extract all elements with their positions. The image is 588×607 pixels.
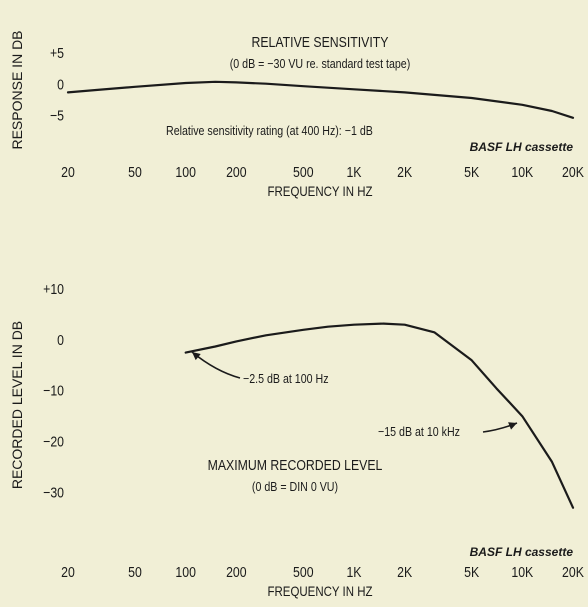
- annotation-arrowhead: [192, 352, 201, 361]
- y-tick-label: 0: [57, 76, 64, 92]
- y-tick-label: +10: [43, 281, 64, 297]
- x-tick-label: 10K: [511, 164, 533, 180]
- y-tick-label: +5: [50, 45, 64, 61]
- x-tick-label: 2K: [397, 164, 412, 180]
- y-tick-label: −5: [50, 107, 64, 123]
- chart-subtitle: (0 dB = −30 VU re. standard test tape): [230, 56, 411, 71]
- x-axis-label: FREQUENCY IN HZ: [268, 183, 373, 199]
- x-tick-label: 50: [128, 564, 142, 580]
- chart-title: MAXIMUM RECORDED LEVEL: [208, 457, 383, 473]
- y-tick-label: −20: [43, 433, 64, 449]
- x-tick-label: 20K: [562, 164, 584, 180]
- x-tick-label: 5K: [464, 164, 479, 180]
- y-tick-label: −10: [43, 383, 64, 399]
- chart-annotation: Relative sensitivity rating (at 400 Hz):…: [166, 123, 373, 138]
- x-tick-label: 100: [175, 564, 196, 580]
- series-line-1: [184, 322, 575, 509]
- x-tick-label: 10K: [511, 564, 533, 580]
- source-label: BASF LH cassette: [470, 140, 574, 154]
- y-axis-label: RECORDED LEVEL IN DB: [9, 321, 25, 489]
- x-tick-label: 20: [61, 564, 75, 580]
- chart-title: RELATIVE SENSITIVITY: [251, 34, 388, 50]
- x-tick-label: 1K: [346, 164, 361, 180]
- x-tick-label: 100: [175, 164, 196, 180]
- series-line-1: [66, 80, 575, 119]
- x-tick-label: 5K: [464, 564, 479, 580]
- annotation-arrowhead: [508, 422, 517, 430]
- x-tick-label: 50: [128, 164, 142, 180]
- x-tick-label: 1K: [346, 564, 361, 580]
- annotation-arrow: [191, 351, 241, 379]
- source-label: BASF LH cassette: [470, 545, 574, 559]
- x-tick-label: 20K: [562, 564, 584, 580]
- x-axis-label: FREQUENCY IN HZ: [268, 583, 373, 599]
- x-tick-label: 500: [293, 164, 314, 180]
- chart-annotation: −15 dB at 10 kHz: [378, 424, 460, 439]
- y-tick-label: 0: [57, 332, 64, 348]
- x-tick-label: 500: [293, 564, 314, 580]
- y-tick-label: −30: [43, 484, 64, 500]
- chart-subtitle: (0 dB = DIN 0 VU): [252, 479, 338, 494]
- chart-annotation: −2.5 dB at 100 Hz: [243, 371, 329, 386]
- x-tick-label: 20: [61, 164, 75, 180]
- x-tick-label: 200: [226, 564, 247, 580]
- y-axis-label: RESPONSE IN DB: [9, 30, 25, 149]
- x-tick-label: 2K: [397, 564, 412, 580]
- x-tick-label: 200: [226, 164, 247, 180]
